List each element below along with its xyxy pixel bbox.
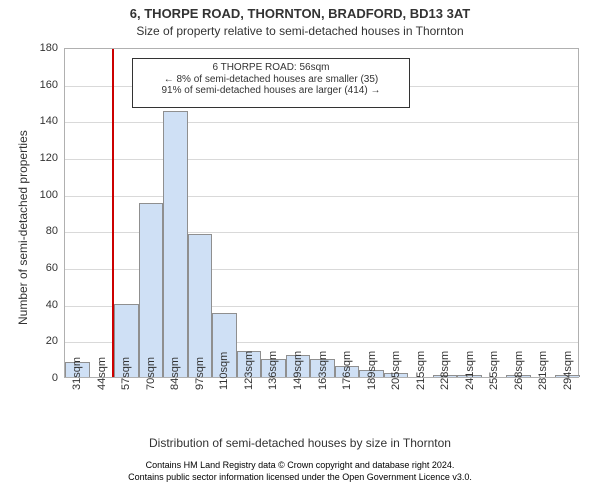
histogram-bar — [163, 111, 188, 377]
histogram-bar — [188, 234, 213, 377]
attribution-line-2: Contains public sector information licen… — [0, 472, 600, 482]
y-tick-label: 100 — [30, 189, 58, 201]
y-gridline — [65, 196, 578, 197]
x-axis-label: Distribution of semi-detached houses by … — [0, 436, 600, 450]
annotation-line-3: 91% of semi-detached houses are larger (… — [139, 85, 403, 97]
y-axis-label: Number of semi-detached properties — [16, 130, 30, 325]
y-tick-label: 0 — [30, 372, 58, 384]
attribution-line-1: Contains HM Land Registry data © Crown c… — [0, 460, 600, 470]
annotation-line-2: ← 8% of semi-detached houses are smaller… — [139, 74, 403, 86]
plot-area: 6 THORPE ROAD: 56sqm← 8% of semi-detache… — [64, 48, 579, 378]
y-tick-label: 60 — [30, 262, 58, 274]
y-gridline — [65, 159, 578, 160]
chart-root: { "title": { "text": "6, THORPE ROAD, TH… — [0, 0, 600, 500]
y-tick-label: 160 — [30, 79, 58, 91]
y-tick-label: 180 — [30, 42, 58, 54]
y-tick-label: 80 — [30, 225, 58, 237]
y-tick-label: 20 — [30, 335, 58, 347]
chart-subtitle: Size of property relative to semi-detach… — [0, 24, 600, 38]
y-tick-label: 120 — [30, 152, 58, 164]
annotation-box: 6 THORPE ROAD: 56sqm← 8% of semi-detache… — [132, 58, 410, 108]
y-tick-label: 40 — [30, 299, 58, 311]
annotation-line-1: 6 THORPE ROAD: 56sqm — [139, 62, 403, 74]
chart-title: 6, THORPE ROAD, THORNTON, BRADFORD, BD13… — [0, 6, 600, 21]
y-tick-label: 140 — [30, 115, 58, 127]
y-gridline — [65, 122, 578, 123]
property-marker-line — [112, 49, 114, 377]
histogram-bar — [139, 203, 164, 377]
